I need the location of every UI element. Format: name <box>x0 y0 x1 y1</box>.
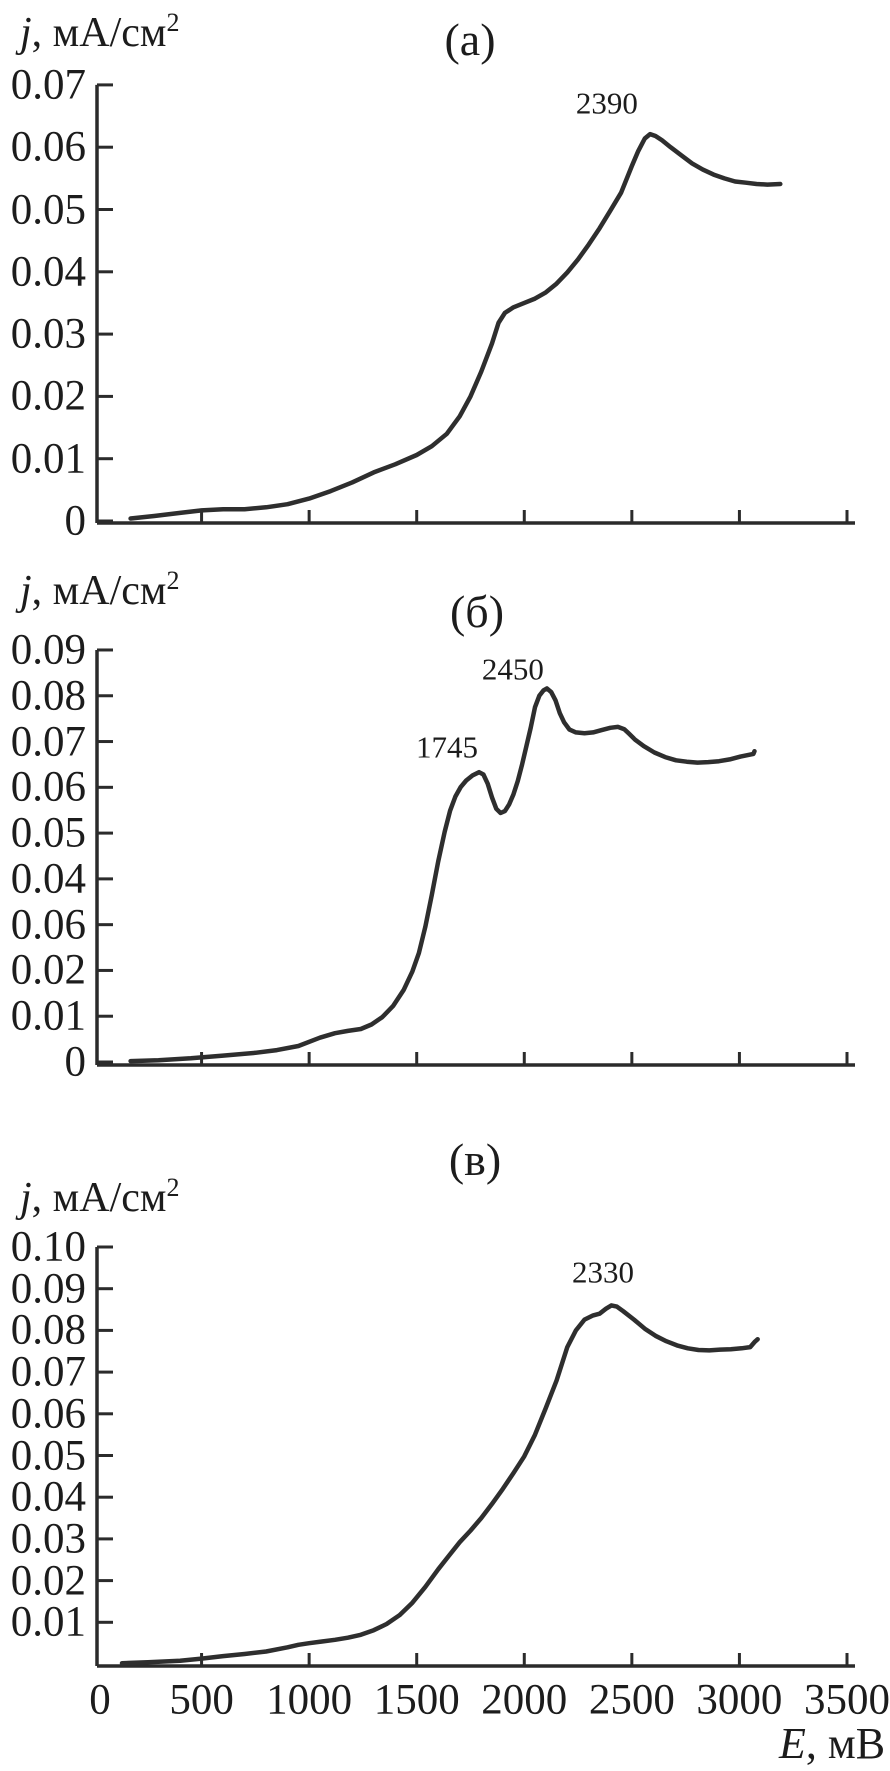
y-tick-label: 0.10 <box>10 1223 86 1271</box>
x-tick-label: 3500 <box>803 1676 890 1724</box>
x-tick-label: 0 <box>89 1676 111 1724</box>
y-tick-label: 0.02 <box>10 372 86 420</box>
y-tick-label: 0.02 <box>10 946 86 994</box>
y-tick-label: 0 <box>64 1038 87 1086</box>
y-tick-label: 0 <box>64 497 87 545</box>
x-tick-label: 3000 <box>696 1676 783 1724</box>
y-axis-label: j, мА/см2 <box>20 566 180 614</box>
y-tick-label: 0.03 <box>10 310 86 358</box>
y-tick-label: 0.02 <box>10 1557 86 1605</box>
curve-panel2 <box>128 686 757 1064</box>
y-axis-label: j, мА/см2 <box>20 1173 180 1221</box>
y-tick-label: 0.01 <box>10 435 86 483</box>
x-tick-label: 1000 <box>266 1676 353 1724</box>
y-tick-label: 0.07 <box>10 1348 86 1396</box>
y-tick-label: 0.05 <box>10 1432 86 1479</box>
y-tick-label: 0.03 <box>10 1515 86 1563</box>
panel-title: (а) <box>444 14 496 65</box>
y-tick-label: 0.06 <box>10 901 86 949</box>
y-tick-label: 0.01 <box>10 1598 86 1646</box>
x-tick-label: 500 <box>169 1676 234 1724</box>
panel-title: (б) <box>449 586 505 637</box>
y-tick-label: 0.07 <box>10 61 86 109</box>
curve-panel1 <box>128 131 783 521</box>
y-tick-label: 0.05 <box>10 186 86 233</box>
peak-label: 2390 <box>575 85 638 121</box>
panel-title: (в) <box>448 1134 502 1185</box>
y-tick-label: 0.09 <box>10 1265 86 1313</box>
y-tick-label: 0.04 <box>10 248 86 296</box>
x-tick-label: 2500 <box>588 1676 675 1724</box>
y-tick-label: 0.06 <box>10 123 86 171</box>
y-tick-label: 0.08 <box>10 672 86 720</box>
y-tick-label: 0.04 <box>10 855 86 903</box>
y-tick-label: 0.01 <box>10 992 86 1040</box>
y-tick-label: 0.04 <box>10 1473 86 1521</box>
y-tick-label: 0.09 <box>10 626 86 674</box>
y-tick-label: 0.06 <box>10 763 86 811</box>
curve-panel3 <box>119 1303 760 1666</box>
peak-label: 2450 <box>481 651 544 687</box>
y-tick-label: 0.08 <box>10 1306 86 1354</box>
x-tick-label: 2000 <box>481 1676 568 1724</box>
y-tick-label: 0.05 <box>10 809 86 857</box>
peak-label: 2330 <box>572 1254 635 1290</box>
x-axis-label: E, мВ <box>778 1719 886 1768</box>
peak-label: 1745 <box>416 729 479 765</box>
x-tick-label: 1500 <box>373 1676 460 1724</box>
y-tick-label: 0.07 <box>10 718 86 766</box>
y-axis-label: j, мА/см2 <box>20 8 180 56</box>
y-tick-label: 0.06 <box>10 1390 86 1438</box>
